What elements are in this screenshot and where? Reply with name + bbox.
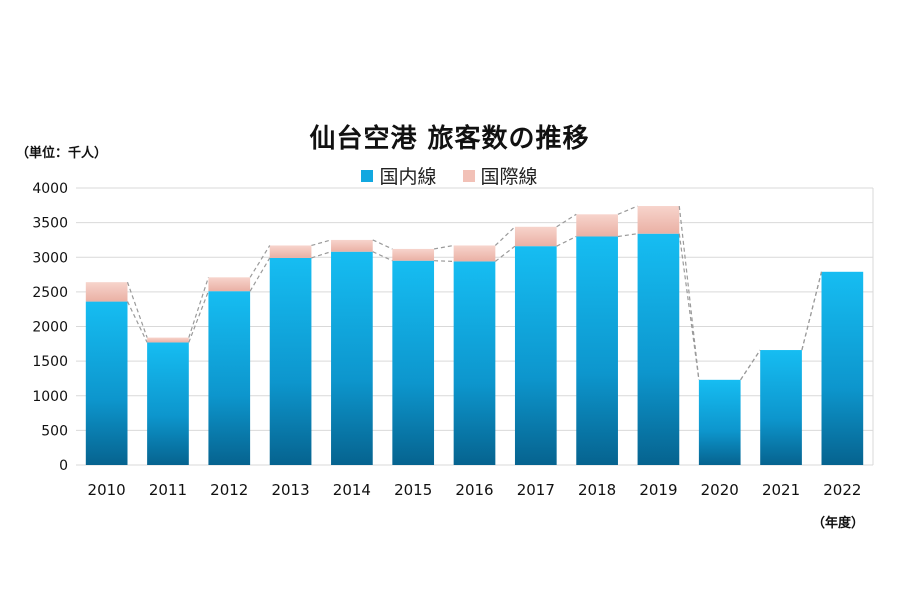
x-tick-label: 2014 — [333, 481, 371, 499]
series-line-total — [494, 226, 516, 246]
y-tick-label: 4000 — [32, 181, 68, 197]
bar-domestic-2012 — [208, 291, 251, 465]
series-line-domestic — [801, 271, 823, 351]
bar-domestic-2010 — [85, 301, 128, 465]
x-tick-label: 2010 — [88, 481, 126, 499]
series-line-domestic — [372, 251, 393, 262]
bar-international-2017 — [514, 226, 557, 247]
y-tick-label: 0 — [59, 458, 68, 474]
bar-international-2019 — [637, 206, 680, 234]
series-line-total — [617, 205, 638, 215]
series-line-domestic — [678, 233, 700, 380]
series-line-domestic — [556, 235, 577, 247]
x-tick-label: 2020 — [701, 481, 739, 499]
series-line-total — [801, 271, 823, 351]
bar-international-2014 — [331, 239, 373, 252]
bar-domestic-2021 — [760, 350, 802, 465]
series-line-total — [126, 281, 148, 338]
legend-item-international: 国際線 — [462, 162, 538, 189]
series-line-domestic — [617, 233, 638, 238]
x-tick-label: 2015 — [394, 481, 432, 499]
bar-domestic-2022 — [821, 271, 864, 465]
series-line-domestic — [311, 251, 332, 259]
x-tick-label: 2012 — [210, 481, 248, 499]
series-line-total — [556, 213, 577, 228]
series-line-domestic — [126, 301, 148, 343]
bar-domestic-2013 — [269, 257, 312, 465]
x-tick-label: 2016 — [455, 481, 493, 499]
bar-domestic-2015 — [392, 260, 435, 465]
bar-international-2015 — [392, 248, 435, 261]
series-line-domestic — [249, 257, 271, 292]
x-tick-label: 2018 — [578, 481, 616, 499]
y-tick-label: 500 — [41, 423, 68, 439]
series-line-total — [740, 349, 761, 381]
bar-international-2016 — [453, 245, 496, 262]
x-tick-label: 2013 — [271, 481, 309, 499]
series-line-total — [678, 205, 700, 380]
chart-legend: 国内線 国際線 — [0, 162, 899, 189]
legend-swatch-international — [462, 169, 475, 182]
x-tick-label: 2022 — [823, 481, 861, 499]
bar-international-2010 — [85, 282, 128, 302]
bar-international-2012 — [208, 277, 251, 292]
bar-domestic-2014 — [331, 251, 373, 465]
bar-domestic-2019 — [637, 233, 680, 465]
legend-item-domestic: 国内線 — [361, 162, 437, 189]
legend-label-domestic: 国内線 — [379, 166, 437, 188]
series-line-total — [433, 244, 454, 250]
series-line-domestic — [188, 290, 209, 343]
bar-international-2018 — [576, 214, 618, 237]
bar-domestic-2020 — [698, 379, 741, 465]
x-tick-label: 2017 — [517, 481, 555, 499]
x-axis-unit-label: （年度） — [812, 516, 865, 531]
y-tick-label: 1500 — [32, 354, 68, 370]
y-tick-label: 2500 — [32, 285, 68, 301]
bar-international-2011 — [147, 337, 189, 343]
series-line-total — [311, 239, 332, 247]
y-axis-unit-label: （単位：千人） — [16, 146, 108, 161]
bar-domestic-2016 — [453, 261, 496, 465]
bar-domestic-2011 — [147, 342, 189, 465]
y-tick-label: 3000 — [32, 250, 68, 266]
series-line-total — [372, 239, 393, 250]
x-tick-label: 2021 — [762, 481, 800, 499]
legend-swatch-domestic — [361, 169, 374, 182]
x-tick-label: 2011 — [149, 481, 187, 499]
y-tick-label: 3500 — [32, 216, 68, 232]
y-tick-label: 1000 — [32, 389, 68, 405]
series-line-total — [188, 277, 209, 338]
series-line-total — [249, 245, 271, 278]
legend-label-international: 国際線 — [480, 166, 538, 188]
bar-international-2013 — [269, 245, 312, 258]
series-line-domestic — [434, 260, 454, 263]
x-tick-label: 2019 — [639, 481, 677, 499]
chart-title: 仙台空港 旅客数の推移 — [309, 124, 590, 154]
bar-domestic-2018 — [576, 236, 618, 465]
y-tick-label: 2000 — [32, 320, 68, 336]
bar-domestic-2017 — [514, 246, 557, 465]
series-line-domestic — [494, 245, 516, 262]
